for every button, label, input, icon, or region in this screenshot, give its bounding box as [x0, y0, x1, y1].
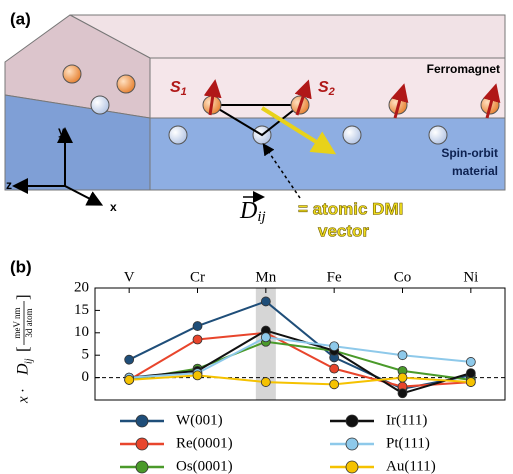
layer-label: Spin-orbit [441, 146, 498, 160]
atom [343, 126, 361, 144]
y-tick-label: 5 [82, 347, 90, 363]
legend-marker [346, 415, 358, 427]
index: 1 [181, 86, 187, 98]
y-tick-label: 10 [74, 324, 89, 340]
point [398, 351, 407, 360]
atom [169, 126, 187, 144]
y-tick-label: 15 [74, 302, 89, 318]
figure: (a) Ferromagnet Spin-orbit material S1 S… [0, 0, 513, 474]
axis-label: y [58, 124, 65, 138]
atom [429, 126, 447, 144]
symbol: S [170, 79, 181, 96]
vector-label: = atomic DMI [298, 199, 403, 218]
x-tick-label: V [124, 269, 135, 285]
point [398, 373, 407, 382]
bracket: [ [13, 346, 32, 352]
chart: (b) x · D ij [ meV nm 3d atom ] 0 5 10 15 20… [10, 257, 505, 474]
y-tick-label: 0 [82, 369, 90, 385]
diagram: (a) Ferromagnet Spin-orbit material S1 S… [5, 9, 505, 240]
legend-marker [346, 438, 358, 450]
panel-label: (b) [10, 257, 32, 276]
legend-marker [346, 461, 358, 473]
point [193, 322, 202, 331]
subscript: ij [23, 358, 34, 364]
axis-label: x [110, 200, 117, 214]
bracket: ] [13, 294, 32, 300]
layer-label: material [452, 164, 498, 178]
point [466, 369, 475, 378]
point [125, 355, 134, 364]
legend-marker [136, 461, 148, 473]
point [330, 364, 339, 373]
legend-label: Ir(111) [386, 412, 427, 428]
point [466, 378, 475, 387]
x-tick-label: Co [394, 269, 412, 285]
y-axis-label: x · D ij [ meV nm 3d atom ] [12, 294, 34, 404]
unit-denominator: 3d atom [24, 308, 34, 337]
index: 2 [328, 86, 335, 98]
y-tick-label: 20 [74, 279, 89, 295]
point [261, 297, 270, 306]
legend-marker [136, 438, 148, 450]
x-tick-label: Cr [190, 269, 205, 285]
legend-label: Au(111) [386, 458, 436, 474]
vector-label: vector [318, 221, 369, 240]
vector-symbol: Dij [239, 198, 266, 226]
x-tick-label: Fe [327, 269, 342, 285]
x-tick-label: Ni [463, 269, 478, 285]
point [261, 378, 270, 387]
point [193, 371, 202, 380]
legend-label: Re(0001) [176, 435, 233, 451]
prefix: x · [15, 389, 31, 404]
axis-label: z [6, 178, 12, 192]
legend-label: Pt(111) [386, 435, 430, 451]
legend-label: W(001) [176, 412, 223, 428]
point [125, 375, 134, 384]
point [193, 335, 202, 344]
atom [63, 65, 81, 83]
legend-marker [136, 415, 148, 427]
layer-label: Ferromagnet [427, 62, 500, 76]
series-line [129, 375, 471, 384]
symbol: S [318, 79, 329, 96]
point [330, 380, 339, 389]
atom [91, 96, 109, 114]
point [398, 389, 407, 398]
unit-numerator: meV nm [12, 307, 22, 338]
symbol: D [239, 198, 257, 224]
point [330, 342, 339, 351]
legend-label: Os(0001) [176, 458, 233, 474]
subscript: ij [257, 209, 265, 225]
x-tick-label: Mn [255, 269, 276, 285]
point [466, 357, 475, 366]
atom [117, 75, 135, 93]
point [261, 333, 270, 342]
panel-label: (a) [10, 9, 31, 28]
